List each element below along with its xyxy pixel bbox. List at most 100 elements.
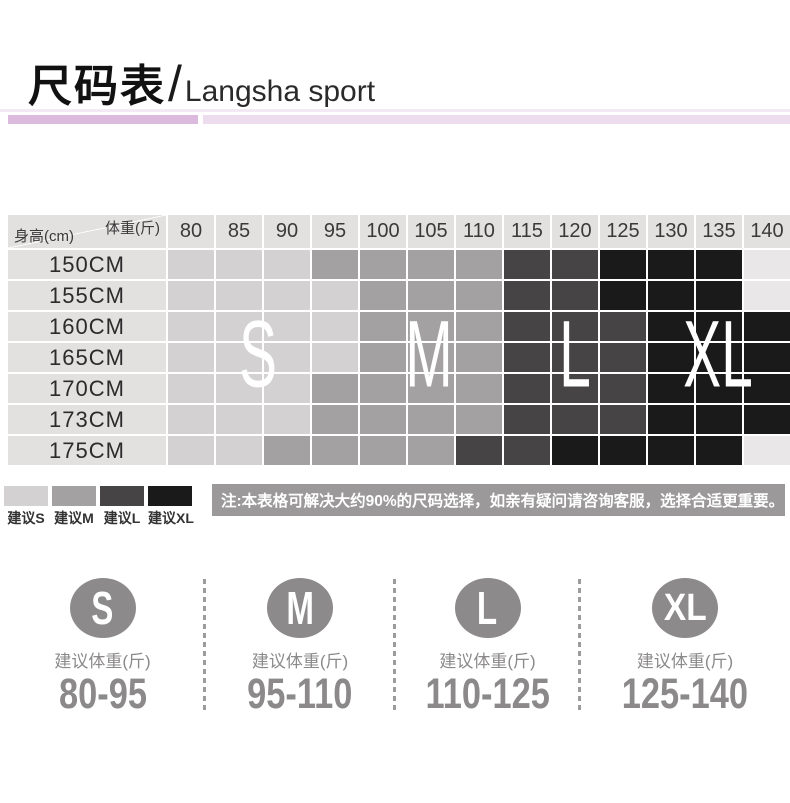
size-cell-xl [696,343,742,372]
height-row-label: 175CM [8,436,166,465]
weight-column-header: 85 [216,215,262,248]
size-cell-s [216,436,262,465]
size-cell-l [600,312,646,341]
size-cell-m [360,343,406,372]
size-card-m: M 建议体重(斤) 95-110 [205,576,395,716]
size-cell-s [264,343,310,372]
size-cell-xl [696,374,742,403]
size-cell-s [216,343,262,372]
size-cell-m [312,374,358,403]
corner-height-label: 身高(cm) [14,228,74,245]
weight-column-header: 105 [408,215,454,248]
size-cell-l [552,405,598,434]
weight-column-header: 100 [360,215,406,248]
table-corner-cell: 体重(斤) 身高(cm) [8,215,166,248]
size-cell-m [408,250,454,279]
size-cell-xl [600,281,646,310]
dashed-divider [203,579,206,711]
size-cell-l [504,250,550,279]
dashed-divider [578,579,581,711]
legend-swatch-xl [148,486,192,506]
size-cell-empty [744,250,790,279]
size-cell-l [552,312,598,341]
size-cell-l [552,343,598,372]
size-circle-letter: XL [663,587,707,629]
size-cell-xl [552,436,598,465]
size-cell-s [312,312,358,341]
size-cell-xl [744,312,790,341]
size-cell-m [360,250,406,279]
size-cell-xl [648,312,694,341]
size-cell-s [312,343,358,372]
size-cell-s [168,343,214,372]
size-cell-s [168,374,214,403]
weight-column-header: 115 [504,215,550,248]
size-cell-m [408,343,454,372]
weight-column-header: 140 [744,215,790,248]
weight-column-header: 135 [696,215,742,248]
size-cell-s [168,250,214,279]
card-weight-label: 建议体重(斤) [54,652,151,671]
title-english: Langsha sport [184,75,376,108]
size-cell-s [216,312,262,341]
size-cell-m [456,343,502,372]
legend-item-m: 建议M [52,486,96,528]
size-cell-s [264,405,310,434]
card-weight-range: 125-140 [621,670,749,718]
legend-item-l: 建议L [100,486,144,528]
size-cell-m [312,436,358,465]
size-card-xl: XL 建议体重(斤) 125-140 [580,576,790,716]
size-cell-xl [696,312,742,341]
weight-column-header: 120 [552,215,598,248]
size-cards-section: S 建议体重(斤) 80-95 M 建议体重(斤) 95-110 L 建议体重(… [0,576,790,716]
size-cell-m [408,312,454,341]
size-cell-l [552,281,598,310]
size-cell-s [216,250,262,279]
size-cell-xl [648,343,694,372]
card-weight-range: 95-110 [247,670,353,718]
size-cell-m [360,374,406,403]
size-cell-m [360,405,406,434]
size-cell-m [360,436,406,465]
size-cell-m [408,436,454,465]
size-cell-l [456,436,502,465]
size-cell-xl [744,405,790,434]
height-row-label: 173CM [8,405,166,434]
header-bar-right [203,115,790,124]
size-cell-l [504,374,550,403]
size-cell-xl [600,250,646,279]
size-circle-icon: M [267,578,333,638]
size-card-l: L 建议体重(斤) 110-125 [395,576,580,716]
size-cell-l [600,405,646,434]
size-cell-s [312,281,358,310]
note-box: 注:本表格可解决大约90%的尺码选择，如亲有疑问请咨询客服，选择合适更重要。 [212,484,785,516]
size-cell-s [264,312,310,341]
height-row-label: 160CM [8,312,166,341]
size-cell-l [552,250,598,279]
size-card-s: S 建议体重(斤) 80-95 [0,576,205,716]
size-cell-s [264,281,310,310]
legend-item-xl: 建议XL [148,486,194,528]
card-weight-label: 建议体重(斤) [251,652,349,671]
size-cell-m [456,374,502,403]
legend: 建议S 建议M 建议L 建议XL [4,486,196,528]
size-cell-s [264,250,310,279]
size-cell-empty [744,436,790,465]
size-cell-xl [696,436,742,465]
legend-label: 建议M [54,510,94,526]
height-row-label: 170CM [8,374,166,403]
size-circle-icon: XL [652,578,718,638]
size-cell-xl [696,281,742,310]
size-cell-xl [648,250,694,279]
size-circle-icon: L [454,578,521,638]
size-cell-xl [648,436,694,465]
size-circle-letter: L [477,582,498,634]
card-weight-range: 80-95 [58,670,147,718]
note-text: 注:本表格可解决大约90%的尺码选择，如亲有疑问请咨询客服，选择合适更重要。 [221,493,785,510]
size-cell-m [408,374,454,403]
legend-label: 建议L [103,510,141,526]
weight-column-header: 125 [600,215,646,248]
size-cell-s [168,312,214,341]
size-cell-xl [696,250,742,279]
size-cell-m [408,405,454,434]
